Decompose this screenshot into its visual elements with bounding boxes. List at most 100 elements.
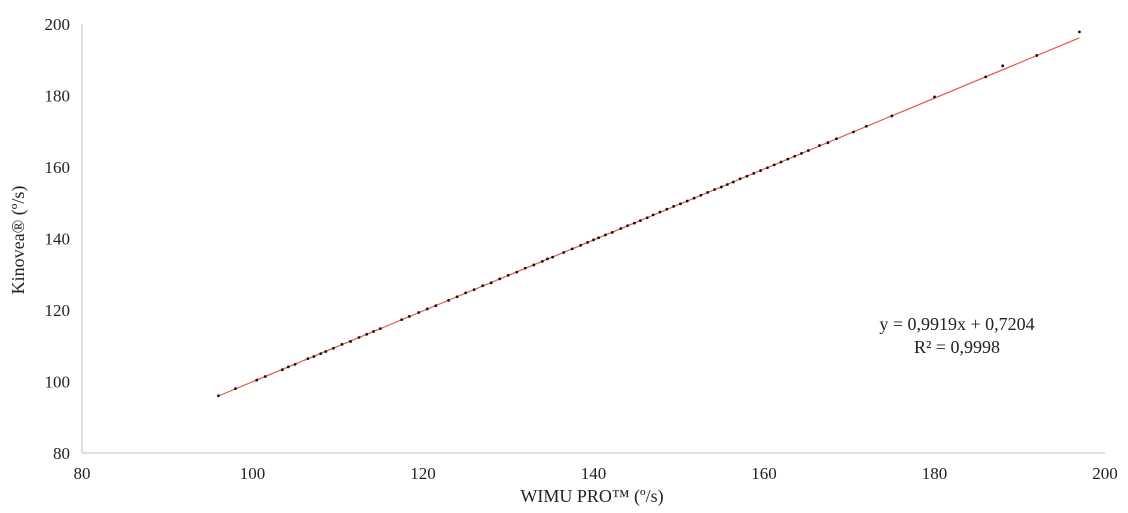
data-point bbox=[447, 298, 450, 302]
data-point bbox=[731, 180, 735, 184]
data-point bbox=[745, 174, 749, 178]
data-point bbox=[523, 266, 527, 270]
data-point bbox=[692, 196, 696, 200]
data-point bbox=[772, 163, 776, 167]
data-point bbox=[679, 202, 682, 206]
data-point bbox=[759, 169, 762, 172]
x-axis-title: WIMU PRO™ (º/s) bbox=[520, 486, 663, 507]
y-tick-label: 200 bbox=[45, 15, 71, 34]
x-tick-label: 160 bbox=[751, 464, 777, 483]
data-point bbox=[312, 355, 316, 358]
data-point bbox=[1001, 64, 1005, 68]
y-tick-labels: 80 100 120 140 160 180 200 bbox=[45, 15, 71, 463]
data-point bbox=[562, 251, 566, 254]
data-point bbox=[738, 177, 742, 181]
data-point bbox=[489, 281, 493, 285]
y-tick-label: 160 bbox=[45, 158, 71, 177]
data-point bbox=[280, 368, 284, 372]
data-point bbox=[515, 270, 519, 274]
data-point bbox=[217, 394, 220, 398]
trendline-layer bbox=[218, 37, 1080, 397]
data-point bbox=[417, 311, 421, 314]
data-point bbox=[651, 213, 655, 217]
data-point bbox=[706, 190, 710, 194]
data-point bbox=[592, 238, 595, 242]
data-point bbox=[619, 227, 623, 230]
data-point bbox=[806, 149, 810, 152]
data-point bbox=[546, 257, 549, 261]
axes bbox=[81, 24, 1105, 454]
data-point bbox=[425, 307, 429, 311]
data-point bbox=[481, 284, 485, 288]
data-point bbox=[472, 288, 476, 292]
y-tick-label: 120 bbox=[45, 301, 71, 320]
data-point bbox=[1078, 30, 1081, 34]
data-point bbox=[984, 75, 988, 79]
data-point bbox=[610, 231, 614, 234]
data-point bbox=[434, 304, 438, 308]
data-point bbox=[786, 157, 790, 161]
data-point bbox=[365, 332, 369, 336]
x-tick-label: 200 bbox=[1092, 464, 1118, 483]
data-point bbox=[766, 166, 769, 170]
data-point bbox=[890, 114, 894, 118]
data-point bbox=[464, 291, 468, 295]
data-point bbox=[332, 346, 335, 350]
data-point bbox=[349, 340, 352, 343]
data-point bbox=[570, 247, 574, 251]
data-point bbox=[597, 236, 601, 240]
data-point bbox=[540, 259, 544, 263]
data-point bbox=[638, 219, 642, 223]
r-squared-label: R² = 0,9998 bbox=[914, 337, 1000, 357]
data-point bbox=[407, 315, 411, 318]
data-point bbox=[699, 193, 703, 197]
data-point bbox=[604, 233, 607, 237]
data-points bbox=[217, 30, 1081, 398]
data-point bbox=[826, 141, 830, 145]
y-tick-label: 180 bbox=[45, 87, 71, 106]
data-point bbox=[864, 124, 868, 128]
data-point bbox=[933, 95, 936, 99]
data-point bbox=[725, 183, 729, 186]
x-tick-labels: 80 100 120 140 160 180 200 bbox=[74, 464, 1118, 483]
data-point bbox=[779, 160, 783, 164]
data-point bbox=[551, 255, 554, 259]
x-tick-label: 80 bbox=[74, 464, 91, 483]
data-point bbox=[306, 357, 310, 361]
data-point bbox=[719, 185, 723, 189]
x-tick-label: 100 bbox=[240, 464, 266, 483]
x-tick-label: 180 bbox=[922, 464, 948, 483]
data-point bbox=[818, 144, 821, 147]
data-point bbox=[357, 336, 361, 339]
data-point bbox=[713, 188, 716, 191]
y-tick-label: 140 bbox=[45, 230, 71, 249]
y-tick-label: 80 bbox=[53, 444, 70, 463]
data-point bbox=[506, 273, 510, 277]
data-point bbox=[685, 199, 689, 203]
data-point bbox=[1035, 54, 1039, 57]
data-point bbox=[626, 224, 629, 228]
data-point bbox=[234, 387, 237, 391]
data-point bbox=[319, 352, 323, 356]
data-point bbox=[645, 216, 649, 220]
x-tick-label: 140 bbox=[581, 464, 607, 483]
data-point bbox=[658, 210, 662, 214]
y-tick-label: 100 bbox=[45, 373, 71, 392]
data-point bbox=[586, 241, 589, 244]
data-point bbox=[579, 243, 583, 247]
data-point bbox=[340, 342, 344, 346]
data-point bbox=[400, 318, 404, 322]
data-point bbox=[752, 172, 756, 175]
data-point bbox=[633, 221, 636, 225]
data-point bbox=[800, 152, 803, 155]
data-point bbox=[455, 295, 459, 299]
data-point bbox=[286, 365, 290, 369]
data-point bbox=[378, 327, 382, 330]
data-point bbox=[665, 207, 669, 211]
data-point bbox=[532, 263, 536, 267]
linear-trendline bbox=[218, 37, 1080, 397]
data-point bbox=[852, 130, 855, 134]
y-axis-title: Kinovea® (º/s) bbox=[8, 186, 29, 295]
data-point bbox=[324, 350, 328, 353]
